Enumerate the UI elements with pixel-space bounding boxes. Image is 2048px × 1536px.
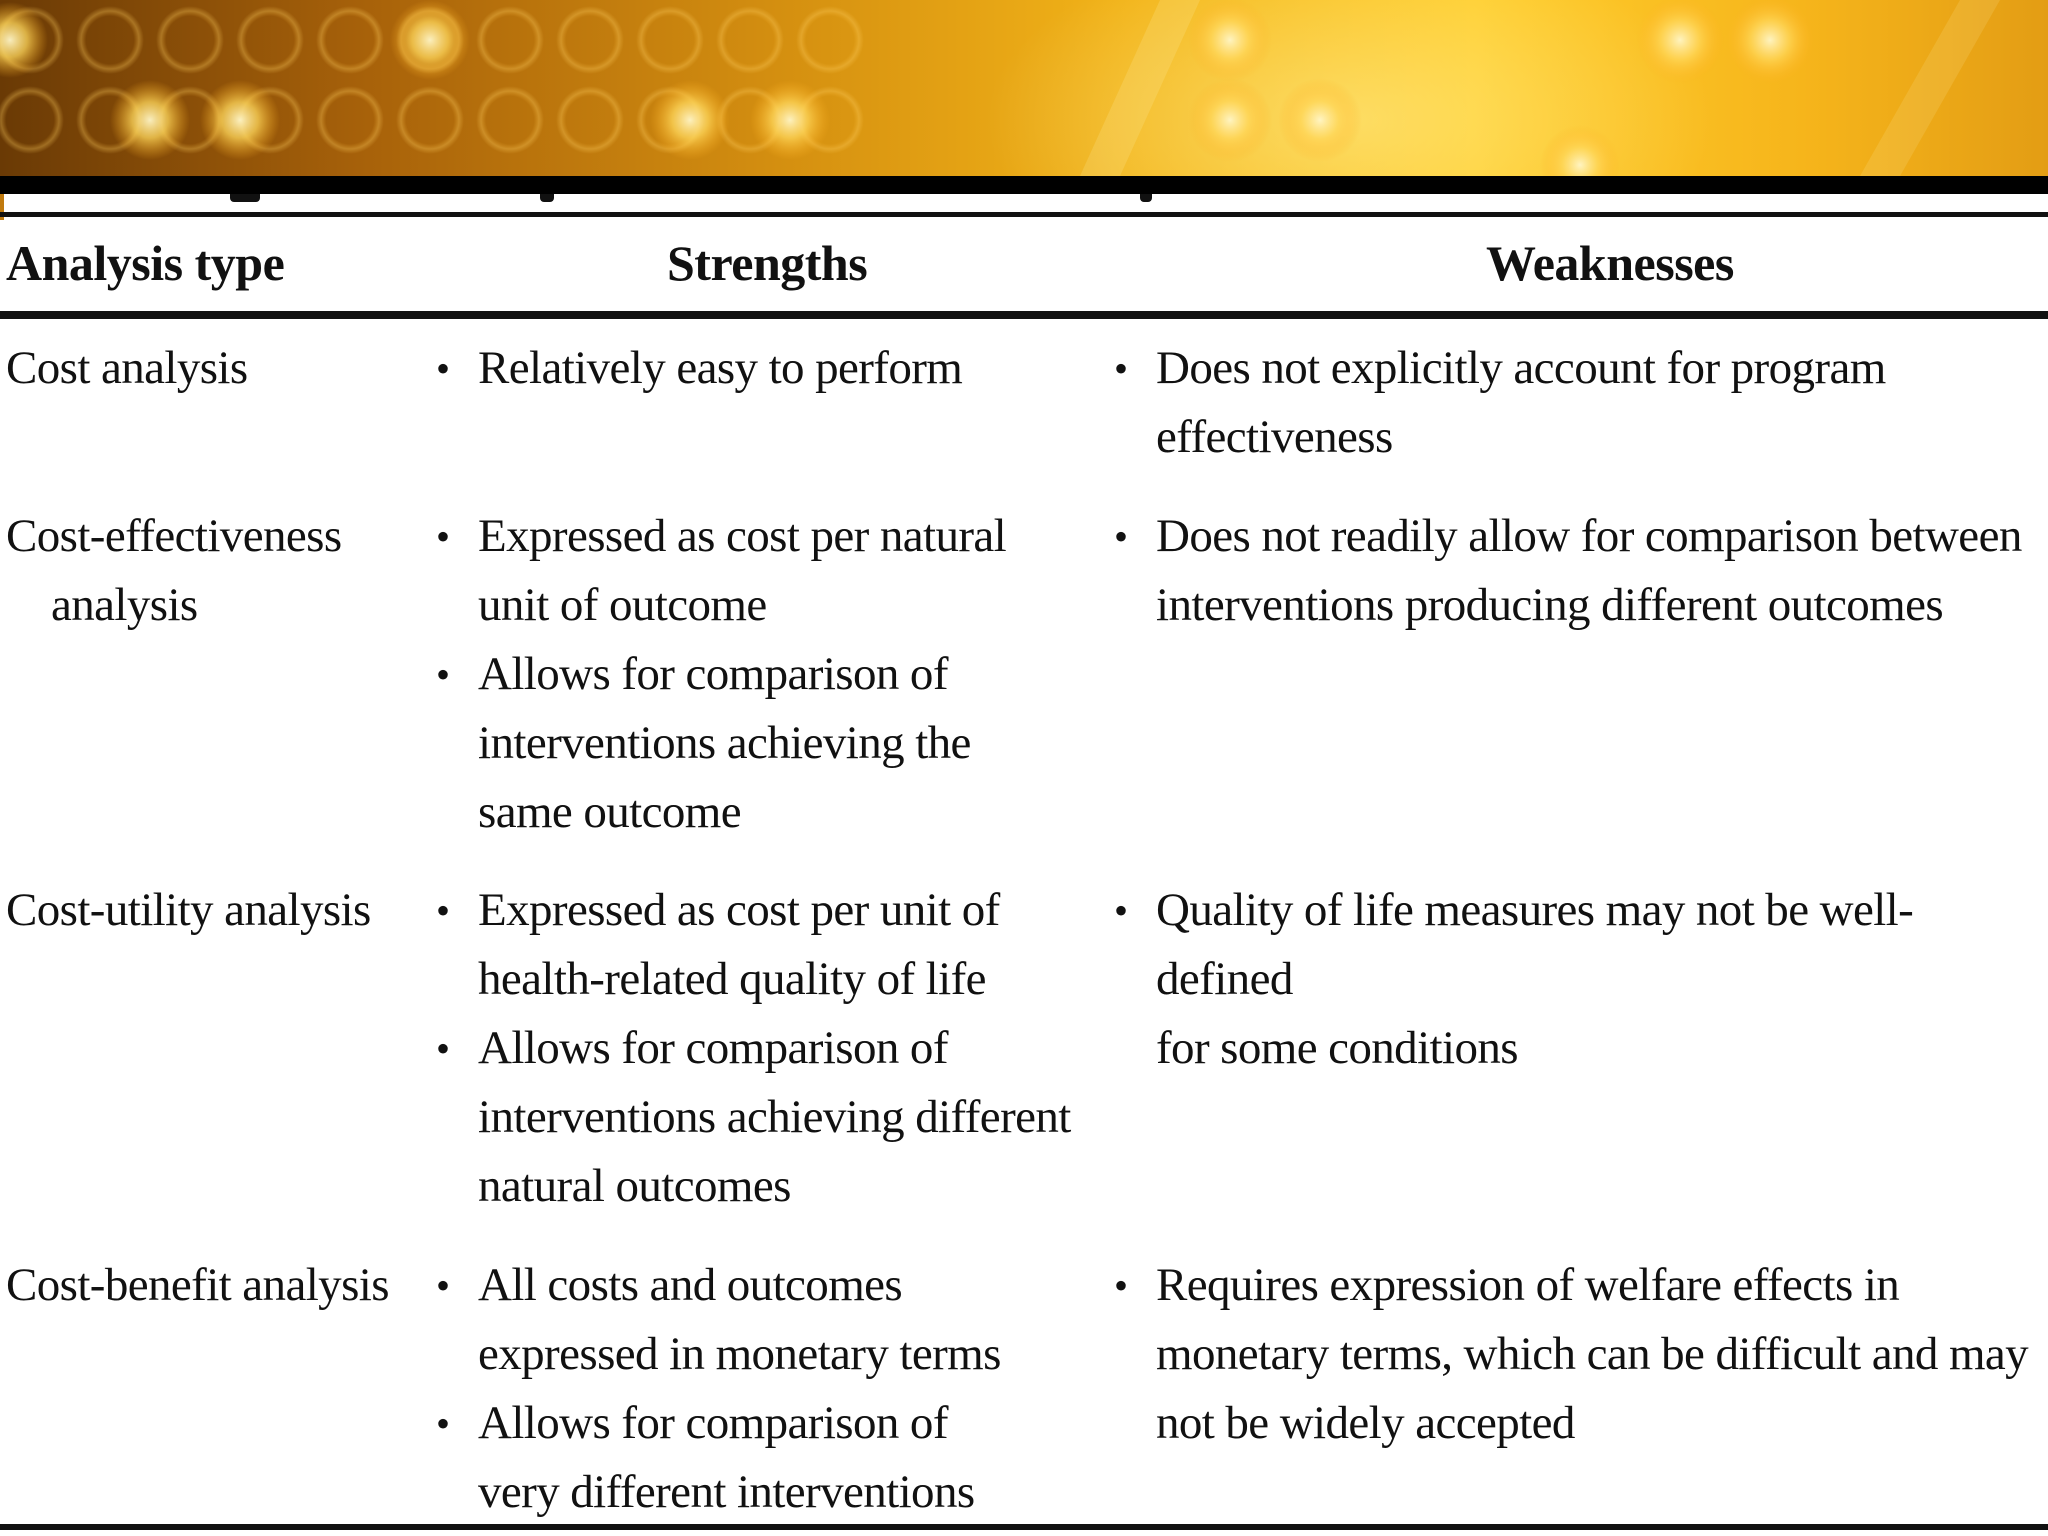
analysis-type-label: Cost-utility analysis [6,884,371,936]
bullet-icon: • [1114,1263,1128,1308]
analysis-type-label: Cost-effectiveness [6,510,342,562]
table-row-cost-analysis-type: Cost analysis [6,334,426,403]
table-top-rule [0,212,2048,217]
weakness-item: • Quality of life measures may not be we… [1114,876,2048,1083]
bullet-icon: • [436,1026,450,1071]
table-row-cost-utility-type: Cost-utility analysis [6,876,426,945]
strength-item: • Relatively easy to perform [436,334,963,403]
strength-item: • Allows for comparison of interventions… [436,1014,1071,1221]
clipped-caption-fragment [0,194,2048,224]
strengths-cell: • Expressed as cost per natural unit of … [436,502,1007,847]
table-bottom-rule [0,1524,2048,1530]
header-strengths: Strengths [667,235,868,291]
weakness-item: • Does not readily allow for comparison … [1114,502,2022,640]
analysis-type-label: Cost-benefit analysis [6,1259,390,1311]
bullet-icon: • [1114,346,1128,391]
header-banner [0,0,2048,176]
table-row-cost-benefit-type: Cost-benefit analysis [6,1251,426,1320]
weaknesses-cell: • Quality of life measures may not be we… [1114,876,2048,1083]
header-analysis-type: Analysis type [6,235,285,291]
strength-item: • Expressed as cost per natural unit of … [436,502,1007,640]
analysis-type-label: Cost analysis [6,342,248,394]
orange-edge-mark [0,194,4,220]
bullet-icon: • [436,1401,450,1446]
weakness-item: • Requires expression of welfare effects… [1114,1251,2029,1458]
strength-item: • Allows for comparison of very differen… [436,1389,1001,1527]
banner-dots-pattern [0,0,2000,176]
weaknesses-cell: • Does not readily allow for comparison … [1114,502,2022,640]
strength-item: • Allows for comparison of interventions… [436,640,1006,847]
strengths-cell: • Relatively easy to perform [436,334,963,403]
clipped-glyph [230,194,260,202]
bullet-icon: • [436,1263,450,1308]
strength-item: • Expressed as cost per unit of health-r… [436,876,1071,1014]
strengths-cell: • All costs and outcomes expressed in mo… [436,1251,1001,1527]
weaknesses-cell: • Requires expression of welfare effects… [1114,1251,2029,1458]
analysis-type-label-continued: analysis [51,579,198,631]
strengths-cell: • Expressed as cost per unit of health-r… [436,876,1071,1221]
bullet-icon: • [1114,888,1128,933]
weakness-item: • Does not explicitly account for progra… [1114,334,1886,472]
weaknesses-cell: • Does not explicitly account for progra… [1114,334,1886,472]
banner-black-band [0,176,2048,194]
table-header-rule [0,311,2048,319]
table-row-cost-effectiveness-type: Cost-effectiveness analysis [6,502,426,640]
bullet-icon: • [1114,514,1128,559]
bullet-icon: • [436,888,450,933]
header-weaknesses: Weaknesses [1486,235,1734,291]
bullet-icon: • [436,346,450,391]
bullet-icon: • [436,514,450,559]
clipped-glyph [540,194,554,202]
strength-item: • All costs and outcomes expressed in mo… [436,1251,1001,1389]
bullet-icon: • [436,652,450,697]
clipped-glyph [1140,194,1152,202]
